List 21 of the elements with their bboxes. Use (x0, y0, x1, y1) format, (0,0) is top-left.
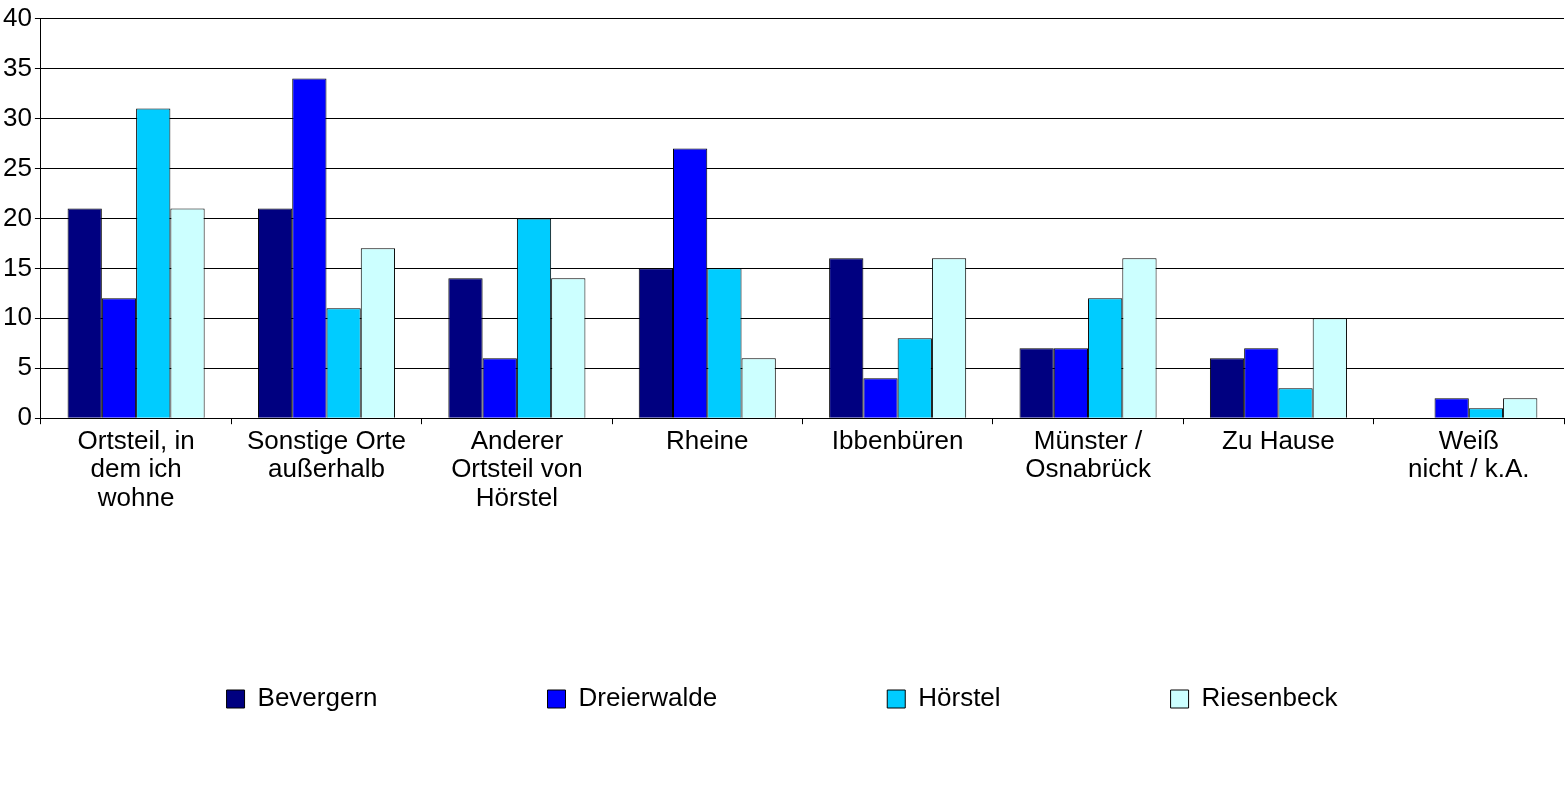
x-tick-label: Sonstige Orte außerhalb (247, 424, 406, 484)
x-tick-label: Weiß nicht / k.A. (1408, 424, 1530, 484)
legend-label: Dreierwalde (578, 682, 718, 713)
y-tick-label: 25 (3, 151, 32, 182)
y-tick-label: 15 (3, 251, 32, 282)
y-tick-label: 20 (3, 201, 32, 232)
legend-label: Riesenbeck (1201, 682, 1339, 713)
y-tick-label: 30 (3, 101, 32, 132)
y-tick-label: 0 (17, 401, 32, 432)
y-tick-label: 35 (3, 51, 32, 82)
legend-label: Bevergern (257, 682, 378, 713)
x-tick-label: Rheine (666, 424, 749, 455)
x-tick-label: Ortsteil, in dem ich wohne (77, 424, 195, 512)
y-tick-label: 40 (3, 1, 32, 32)
y-tick-label: 10 (3, 301, 32, 332)
x-tick-label: Ibbenbüren (831, 424, 964, 455)
x-tick-label: Münster / Osnabrück (1025, 424, 1152, 484)
y-tick-label: 5 (17, 351, 32, 382)
legend-label: Hörstel (918, 682, 1001, 713)
x-tick-label: Anderer Ortsteil von Hörstel (451, 424, 583, 512)
x-tick-label: Zu Hause (1222, 424, 1335, 455)
